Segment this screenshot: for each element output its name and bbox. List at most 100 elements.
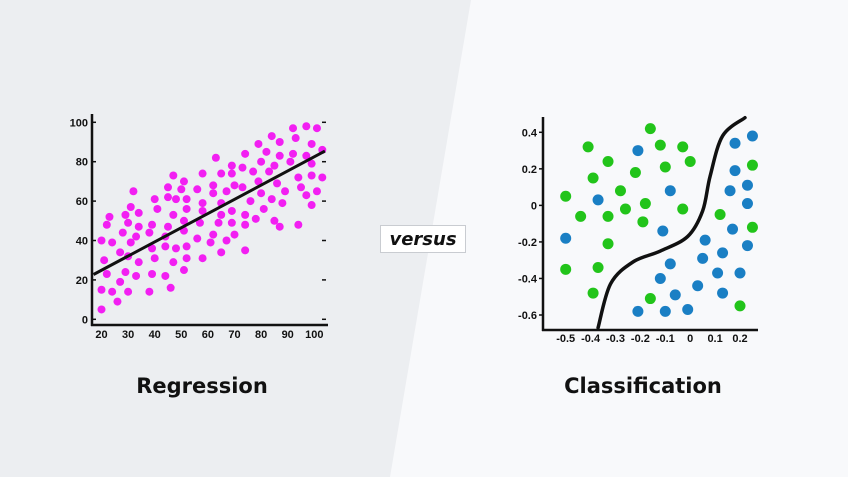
x-tick-label: 0 xyxy=(687,333,693,345)
data-point xyxy=(161,271,170,280)
data-point xyxy=(164,193,172,202)
y-tick-label: -0.2 xyxy=(518,237,537,249)
data-point xyxy=(179,266,188,275)
data-point xyxy=(302,122,311,131)
data-point xyxy=(182,254,191,263)
data-point xyxy=(182,242,191,251)
data-point xyxy=(267,132,276,141)
x-tick-label: 60 xyxy=(202,329,214,341)
blue-class-point xyxy=(729,165,741,177)
data-point xyxy=(307,171,316,180)
green-class-point xyxy=(746,221,758,233)
blue-class-point xyxy=(664,185,676,197)
data-point xyxy=(148,220,157,229)
green-class-point xyxy=(746,159,758,171)
blue-class-point xyxy=(659,305,671,317)
data-point xyxy=(132,271,141,280)
data-point xyxy=(289,149,298,158)
data-point xyxy=(132,232,141,241)
regression-line xyxy=(92,149,326,276)
y-tick-label: 40 xyxy=(76,236,88,248)
blue-class-point xyxy=(734,267,746,279)
data-point xyxy=(97,236,106,245)
data-point xyxy=(227,161,236,170)
data-point xyxy=(217,210,226,219)
decision-boundary xyxy=(596,115,747,330)
data-point xyxy=(198,169,207,178)
data-point xyxy=(134,258,143,267)
green-class-point xyxy=(587,287,599,299)
x-tick-label: 0.1 xyxy=(707,333,722,345)
regression-chart: 0 20 40 60 80 100 20 30 40 50 60 70 80 90 100 xyxy=(70,114,328,341)
y-tick-label: 0 xyxy=(531,200,537,212)
y-tick-label: 80 xyxy=(76,157,88,169)
data-point xyxy=(118,228,127,237)
data-point xyxy=(241,149,250,158)
data-point xyxy=(286,157,295,166)
data-point xyxy=(294,173,303,182)
data-point xyxy=(259,204,268,213)
regression-title: Regression xyxy=(136,374,268,398)
blue-class-point xyxy=(746,130,758,142)
data-point xyxy=(134,208,143,217)
data-point xyxy=(169,258,178,267)
data-point xyxy=(222,236,231,245)
data-point xyxy=(294,220,303,229)
data-point xyxy=(302,191,311,200)
data-point xyxy=(100,256,109,265)
data-point xyxy=(275,222,284,231)
data-point xyxy=(113,297,122,306)
data-point xyxy=(169,171,178,180)
data-point xyxy=(222,187,231,196)
data-point xyxy=(193,234,202,243)
blue-class-point xyxy=(560,232,572,244)
blue-class-point xyxy=(712,267,724,279)
data-point xyxy=(211,153,220,162)
green-class-point xyxy=(654,139,666,151)
green-class-point xyxy=(602,210,614,222)
data-point xyxy=(209,230,218,239)
green-class-point xyxy=(560,190,572,202)
x-tick-label: -0.2 xyxy=(631,333,650,345)
data-point xyxy=(217,248,226,257)
green-class-point xyxy=(619,203,631,215)
data-point xyxy=(318,173,327,182)
blue-class-point xyxy=(717,287,729,299)
green-class-point xyxy=(677,141,689,153)
data-point xyxy=(97,285,106,294)
data-point xyxy=(251,214,260,223)
data-point xyxy=(161,242,170,251)
y-tick-label: -0.4 xyxy=(518,273,538,285)
green-class-point xyxy=(575,210,587,222)
data-point xyxy=(270,216,279,225)
blue-class-point xyxy=(741,198,753,210)
data-point xyxy=(171,195,180,204)
x-tick-label: 70 xyxy=(228,329,240,341)
data-point xyxy=(145,287,154,296)
green-class-point xyxy=(734,300,746,312)
x-tick-label: 80 xyxy=(255,329,267,341)
y-tick-label: 60 xyxy=(76,196,88,208)
green-class-point xyxy=(629,166,641,178)
blue-class-point xyxy=(592,194,604,206)
data-point xyxy=(312,187,321,196)
data-point xyxy=(179,216,188,225)
data-point xyxy=(121,268,130,277)
data-point xyxy=(198,206,207,215)
green-class-point xyxy=(684,156,696,168)
data-point xyxy=(206,238,215,247)
data-point xyxy=(126,238,135,247)
data-point xyxy=(241,246,250,255)
data-point xyxy=(164,222,172,231)
green-class-point xyxy=(592,261,604,273)
green-class-point xyxy=(714,209,726,221)
data-point xyxy=(307,139,316,148)
blue-class-point xyxy=(724,185,736,197)
y-tick-label: 100 xyxy=(70,117,88,129)
data-point xyxy=(265,167,274,176)
data-point xyxy=(116,248,125,257)
data-point xyxy=(153,204,162,213)
data-point xyxy=(150,195,159,204)
